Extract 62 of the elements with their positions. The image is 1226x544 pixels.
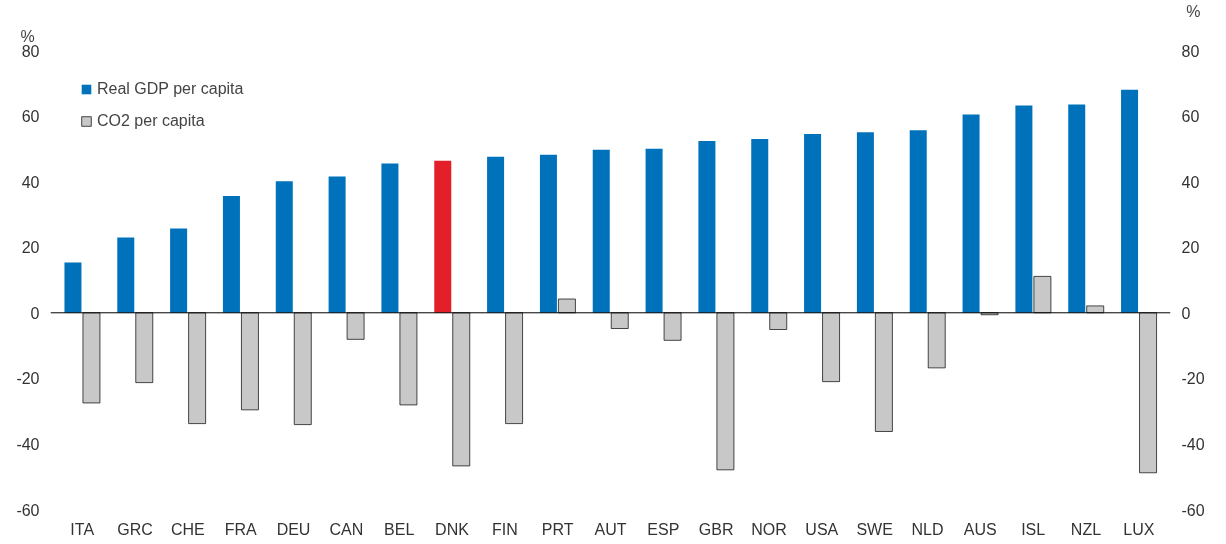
x-tick-label: ITA [70, 520, 95, 538]
x-tick-label: ESP [647, 520, 680, 538]
x-tick-label: NOR [751, 520, 787, 538]
x-tick-label: SWE [856, 520, 893, 538]
legend-label: Real GDP per capita [97, 80, 244, 98]
bar [222, 196, 240, 313]
x-tick-label: PRT [541, 520, 574, 538]
y2-tick-label: 20 [1181, 239, 1200, 257]
y-tick-label: 80 [21, 42, 40, 60]
y-tick-label: 20 [21, 239, 40, 257]
y-tick-label: -60 [16, 501, 40, 519]
bar [804, 134, 822, 313]
x-tick-label: CAN [329, 520, 364, 538]
bar [962, 114, 980, 313]
legend-label: CO2 per capita [97, 112, 205, 130]
bar [487, 156, 505, 313]
x-tick-label: AUS [963, 520, 997, 538]
x-tick-label: LUX [1123, 520, 1155, 538]
bar [170, 228, 188, 313]
bar [328, 176, 346, 313]
bar [1068, 104, 1086, 313]
y2-tick-label: -40 [1181, 435, 1205, 453]
y2-tick-label: 40 [1181, 173, 1200, 191]
x-tick-label: USA [805, 520, 839, 538]
y-tick-label: -20 [16, 370, 40, 388]
x-tick-label: NLD [911, 520, 944, 538]
x-tick-label: FIN [491, 520, 518, 538]
y-tick-label: -40 [16, 435, 40, 453]
x-tick-label: FRA [224, 520, 258, 538]
bar [275, 181, 293, 313]
x-tick-label: DEU [276, 520, 311, 538]
bar [592, 149, 610, 313]
bar [1121, 89, 1139, 313]
x-tick-label: GBR [698, 520, 734, 538]
bar [698, 140, 716, 313]
bar [64, 262, 82, 313]
x-tick-label: DNK [435, 520, 470, 538]
x-tick-label: BEL [384, 520, 415, 538]
y2-tick-label: -20 [1181, 370, 1205, 388]
bar [856, 132, 874, 313]
y2-axis-title: % [1186, 2, 1201, 20]
bar [117, 237, 135, 313]
bar [434, 160, 452, 313]
bar [909, 130, 927, 313]
bar [539, 154, 557, 313]
x-tick-label: CHE [170, 520, 205, 538]
x-tick-label: ISL [1021, 520, 1046, 538]
x-tick-label: NZL [1070, 520, 1102, 538]
y-tick-label: 0 [30, 304, 40, 322]
bar [1015, 105, 1033, 313]
y2-tick-label: 80 [1181, 42, 1200, 60]
y2-tick-label: -60 [1181, 501, 1205, 519]
y2-tick-label: 60 [1181, 108, 1200, 126]
y-axis-title: % [20, 27, 35, 45]
y-tick-label: 40 [21, 173, 40, 191]
y2-tick-label: 0 [1181, 304, 1191, 322]
bar [381, 163, 399, 313]
x-tick-label: GRC [117, 520, 153, 538]
y-tick-label: 60 [21, 108, 40, 126]
bar [645, 148, 663, 313]
bar [751, 139, 769, 313]
x-tick-label: AUT [594, 520, 627, 538]
